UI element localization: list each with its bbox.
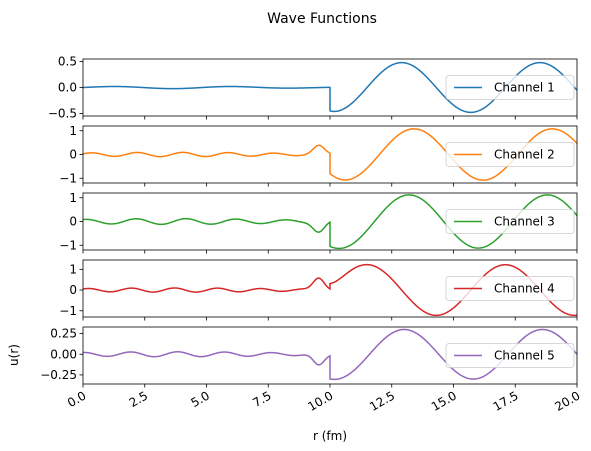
y-tick-label: −1: [59, 171, 77, 185]
legend-box: [445, 209, 575, 234]
y-tick: 0.0: [58, 81, 83, 95]
y-tick-label: −1: [59, 304, 77, 318]
y-tick: 0: [69, 148, 83, 162]
legend-label: Channel 5: [494, 349, 555, 363]
series-line-5: [83, 328, 577, 381]
x-tick-label: 2.5: [127, 388, 151, 410]
y-tick-label: 1: [69, 191, 77, 205]
y-tick-label: 0.00: [50, 347, 77, 361]
series-line-2: [83, 128, 577, 181]
y-tick-label: 0.25: [50, 327, 77, 341]
series-line-4: [83, 263, 577, 317]
legend-2: Channel 2: [445, 142, 575, 167]
panel-2: 1 0 −1 Channel 2: [59, 124, 578, 187]
panels: 0.5 0.0 −0.5 Channel 1 1 0 −1 Channel 2 1 0 −1 Chan…: [40, 55, 582, 414]
x-tick-label: 7.5: [250, 388, 274, 410]
legend-4: Channel 4: [445, 276, 575, 301]
x-tick-label: 10.0: [305, 388, 335, 413]
y-tick-label: −1: [59, 238, 77, 252]
x-tick-label: 5.0: [188, 388, 212, 410]
panel-5: 0.25 0.00 −0.25 Channel 5: [40, 326, 578, 388]
y-tick: 1: [69, 124, 83, 138]
y-tick: 0: [69, 283, 83, 297]
y-tick: 1: [69, 191, 83, 205]
x-tick-label: 20.0: [552, 388, 582, 413]
legend-5: Channel 5: [445, 343, 575, 368]
y-axis-label: u(r): [7, 344, 21, 366]
y-tick: 0.25: [50, 327, 83, 341]
y-tick-label: 0: [69, 283, 77, 297]
y-tick: −0.5: [48, 106, 83, 120]
y-tick: −1: [59, 171, 83, 185]
series-line-3: [83, 194, 577, 250]
y-tick-label: 1: [69, 262, 77, 276]
x-tick-label: 0.0: [65, 388, 89, 410]
x-tick-label: 12.5: [367, 388, 397, 413]
y-tick-label: 0: [69, 215, 77, 229]
y-tick-label: 1: [69, 124, 77, 138]
panel-3: 1 0 −1 Channel 3: [59, 191, 578, 254]
panel-1: 0.5 0.0 −0.5 Channel 1: [48, 55, 578, 120]
y-tick-label: −0.5: [48, 106, 77, 120]
legend-label: Channel 3: [494, 215, 555, 229]
legend-1: Channel 1: [445, 75, 575, 100]
y-tick-label: −0.25: [40, 368, 77, 382]
legend-label: Channel 4: [494, 282, 555, 296]
legend-box: [445, 343, 575, 368]
y-tick-label: 0: [69, 148, 77, 162]
panel-4: 1 0 −1 Channel 4: [59, 259, 578, 321]
legend-box: [445, 75, 575, 100]
legend-3: Channel 3: [445, 209, 575, 234]
y-tick: −1: [59, 304, 83, 318]
y-tick-label: 0.0: [58, 81, 77, 95]
chart-title: Wave Functions: [267, 11, 377, 27]
legend-box: [445, 276, 575, 301]
legend-label: Channel 1: [494, 81, 555, 95]
y-tick: 1: [69, 262, 83, 276]
x-tick-label: 17.5: [491, 388, 521, 413]
y-tick: 0.00: [50, 347, 83, 361]
y-tick-label: 0.5: [58, 55, 77, 69]
x-tick-label: 15.0: [429, 388, 459, 413]
y-tick: −0.25: [40, 368, 83, 382]
x-axis-label: r (fm): [313, 429, 347, 443]
y-tick: 0: [69, 215, 83, 229]
y-tick: −1: [59, 238, 83, 252]
legend-label: Channel 2: [494, 148, 555, 162]
legend-box: [445, 142, 575, 167]
y-tick: 0.5: [58, 55, 83, 69]
